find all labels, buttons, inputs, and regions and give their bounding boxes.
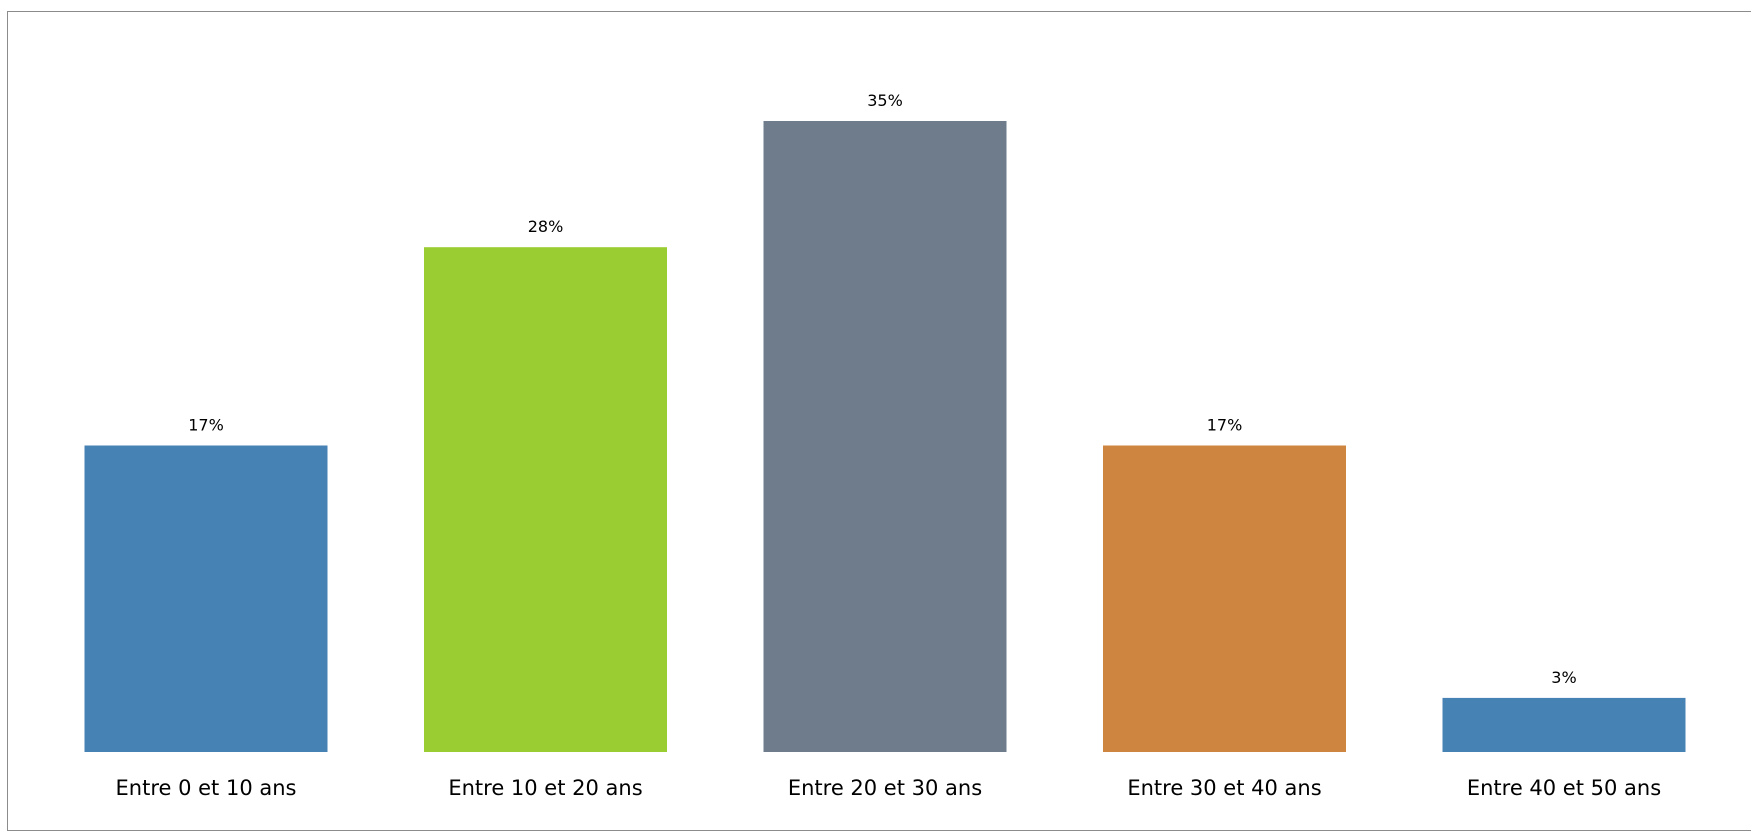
x-tick-label-3: Entre 20 et 30 ans [788, 776, 982, 800]
x-tick-label-1: Entre 0 et 10 ans [116, 776, 297, 800]
ticks-layer: Entre 0 et 10 ans Entre 10 et 20 ans Entre… [116, 776, 1662, 800]
bar-5 [1443, 698, 1686, 752]
bar-2 [424, 247, 667, 752]
data-label-2: 28% [528, 217, 564, 236]
x-tick-label-4: Entre 30 et 40 ans [1127, 776, 1321, 800]
data-label-5: 3% [1551, 668, 1576, 687]
bars-layer [85, 121, 1686, 752]
bar-1 [85, 446, 328, 753]
bar-3 [764, 121, 1007, 752]
data-label-1: 17% [188, 416, 224, 435]
x-tick-label-2: Entre 10 et 20 ans [448, 776, 642, 800]
bar-4 [1103, 446, 1346, 753]
data-label-3: 35% [867, 91, 903, 110]
x-tick-label-5: Entre 40 et 50 ans [1467, 776, 1661, 800]
data-label-4: 17% [1207, 416, 1243, 435]
